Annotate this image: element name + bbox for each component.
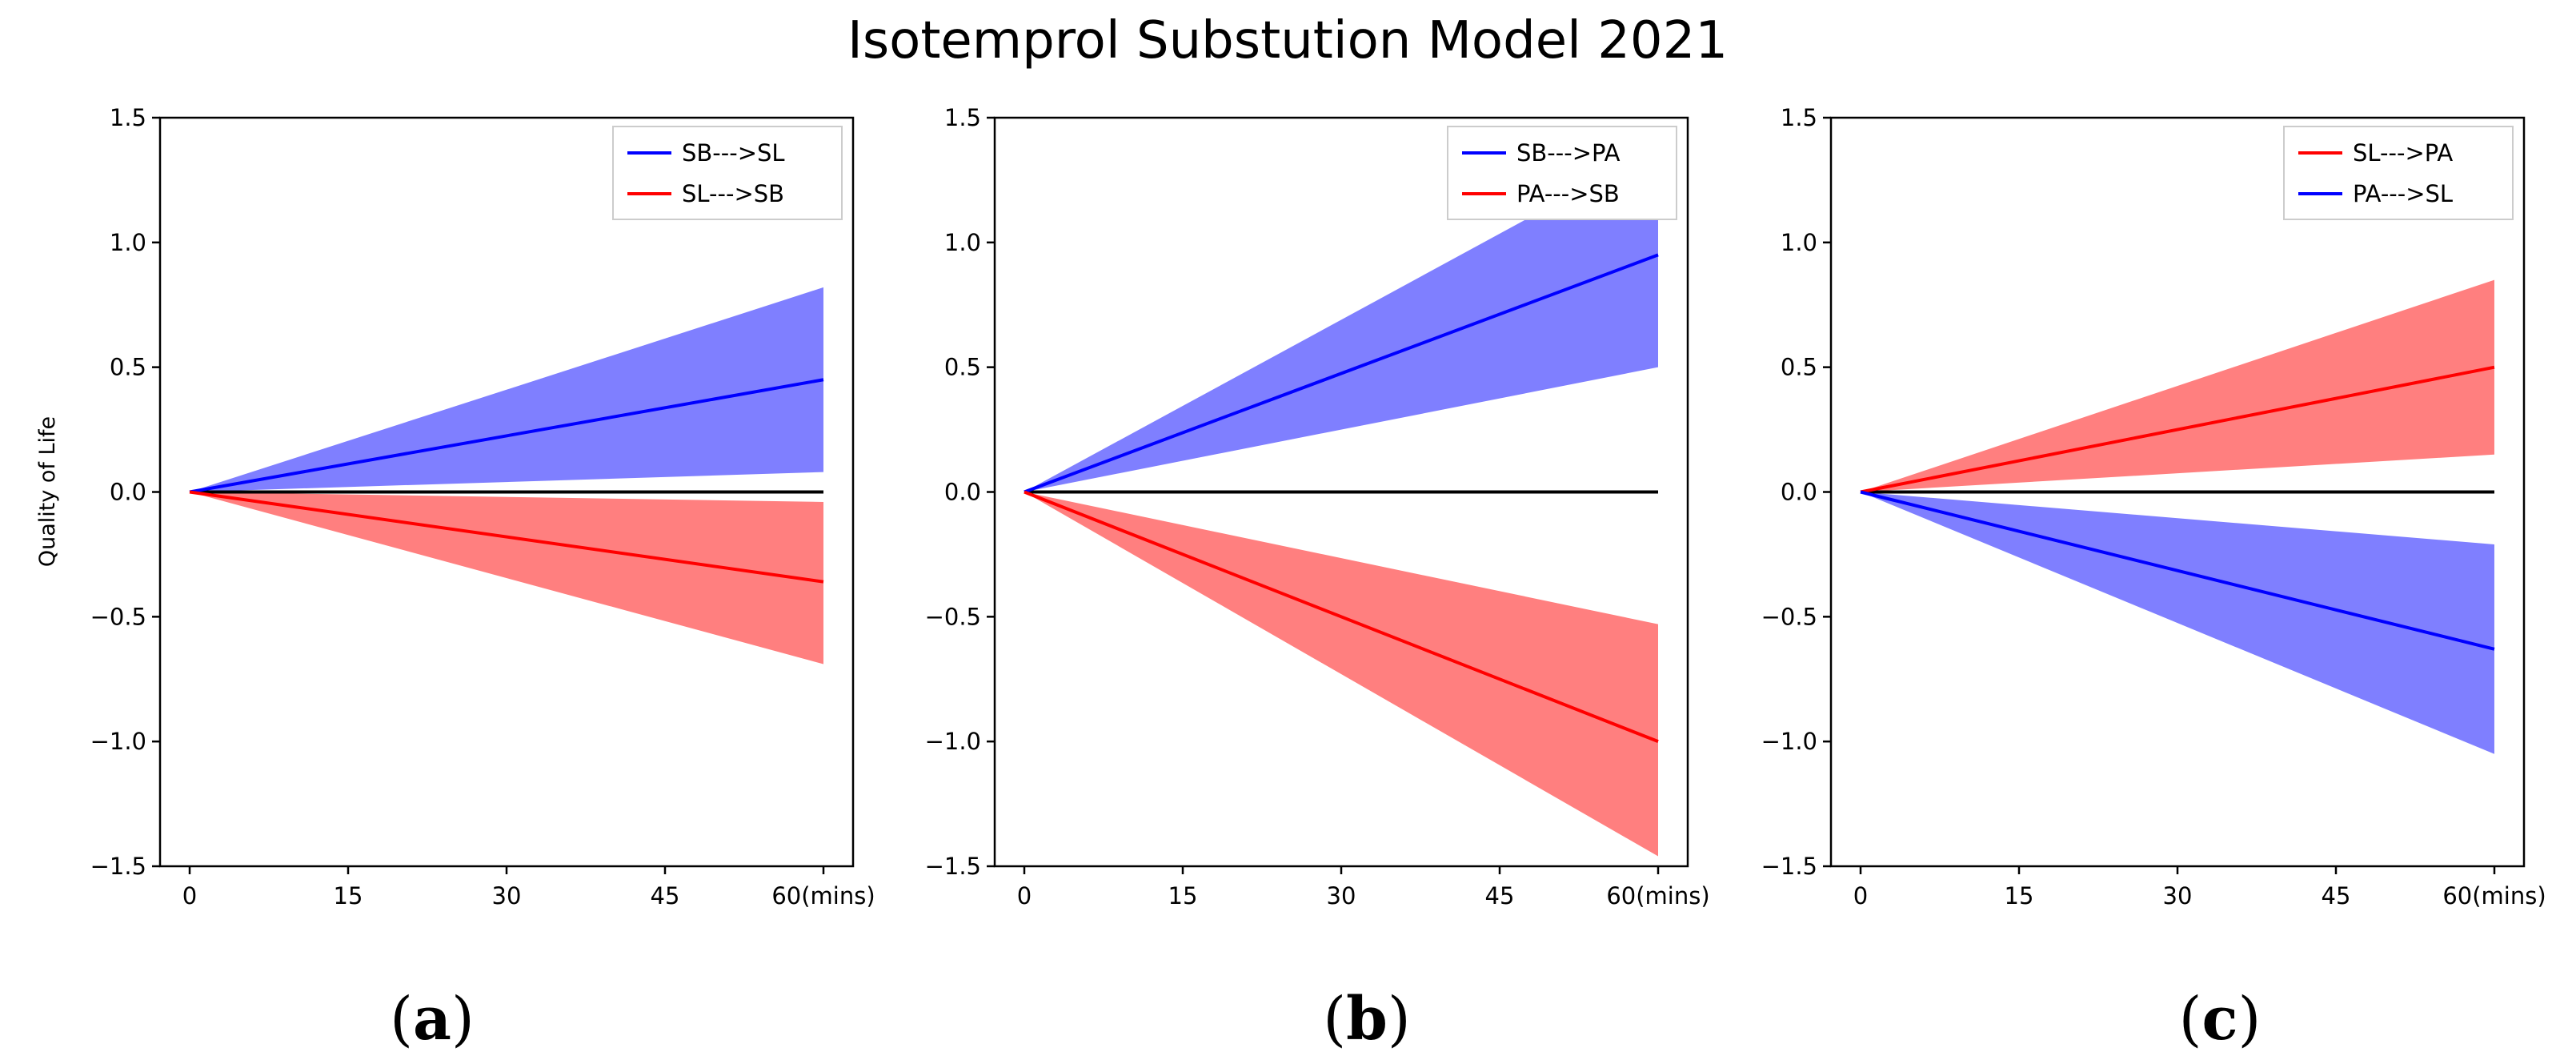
legend-label-a-2: SL--->SB xyxy=(682,180,784,207)
panel-c: 0 15 30 45 60(mins)−1.5−1.0−0.50.00.51.01.5 … xyxy=(1761,104,2546,1054)
y-axis-label-a: Quality of Life xyxy=(35,416,60,567)
legend-label-a-1: SB--->SL xyxy=(682,139,785,167)
y-tick-label-c: 0.5 xyxy=(1781,354,1817,381)
y-tick-label-c: 1.0 xyxy=(1781,229,1817,256)
legend-a: SB--->SL SL--->SB xyxy=(612,126,843,220)
x-tick-label-b: 0 xyxy=(1017,882,1032,909)
confidence-band-c-2 xyxy=(1861,492,2494,754)
y-tick-label-c: 1.5 xyxy=(1781,104,1817,131)
y-tick-label-c: −0.5 xyxy=(1761,603,1817,630)
y-tick-label-c: −1.5 xyxy=(1761,853,1817,880)
confidence-band-a-2 xyxy=(190,492,823,665)
y-tick-label-b: 1.5 xyxy=(944,104,981,131)
x-tick-label-a: 60(mins) xyxy=(771,882,875,909)
legend-label-c-2: PA--->SL xyxy=(2353,180,2453,207)
series-line-c-2 xyxy=(1860,490,2495,651)
confidence-band-b-1 xyxy=(1024,147,1658,492)
y-tick-label-b: −1.0 xyxy=(925,728,981,755)
y-tick-label-a: 1.0 xyxy=(110,229,146,256)
y-tick-label-b: 1.0 xyxy=(944,229,981,256)
y-tick-label-b: −0.5 xyxy=(925,603,981,630)
legend-b: SB--->PA PA--->SB xyxy=(1447,126,1677,220)
y-tick-label-a: 0.0 xyxy=(110,479,146,506)
confidence-band-b-2 xyxy=(1024,492,1658,857)
legend-box-b xyxy=(1447,126,1677,220)
panel-b: 0 15 30 45 60(mins)−1.5−1.0−0.50.00.51.01.5 … xyxy=(925,104,1710,1054)
panel-caption-b: (b) xyxy=(1323,985,1411,1054)
x-tick-label-a: 30 xyxy=(492,882,522,909)
figure-title: Isotemprol Substution Model 2021 xyxy=(847,11,1728,70)
panel-caption-a: (a) xyxy=(390,985,475,1054)
x-tick-label-c: 45 xyxy=(2322,882,2351,909)
x-tick-label-b: 45 xyxy=(1485,882,1515,909)
series-line-c-1 xyxy=(1860,365,2495,494)
x-tick-label-b: 60(mins) xyxy=(1606,882,1709,909)
legend-label-b-2: PA--->SB xyxy=(1516,180,1620,207)
series-line-b-1 xyxy=(1024,253,1659,494)
y-tick-label-b: 0.0 xyxy=(944,479,981,506)
y-tick-label-a: −1.5 xyxy=(90,853,146,880)
x-tick-label-c: 60(mins) xyxy=(2442,882,2546,909)
y-tick-label-a: −1.0 xyxy=(90,728,146,755)
y-tick-label-a: −0.5 xyxy=(90,603,146,630)
confidence-band-a-1 xyxy=(190,287,823,492)
series-line-a-2 xyxy=(189,490,824,584)
y-tick-label-a: 0.5 xyxy=(110,354,146,381)
series-line-b-2 xyxy=(1024,490,1659,744)
legend-label-c-1: SL--->PA xyxy=(2353,139,2453,167)
panel-caption-c: (c) xyxy=(2179,985,2262,1054)
confidence-band-c-1 xyxy=(1861,279,2494,492)
y-tick-label-b: 0.5 xyxy=(944,354,981,381)
y-tick-label-b: −1.5 xyxy=(925,853,981,880)
series-line-a-1 xyxy=(189,378,824,494)
legend-c: SL--->PA PA--->SL xyxy=(2283,126,2514,220)
y-tick-label-c: 0.0 xyxy=(1781,479,1817,506)
x-tick-label-c: 0 xyxy=(1853,882,1868,909)
legend-label-b-1: SB--->PA xyxy=(1516,139,1621,167)
panel-a: 0 15 30 45 60(mins)−1.5−1.0−0.50.00.51.01.5 … xyxy=(35,104,875,1054)
y-tick-label-c: −1.0 xyxy=(1761,728,1817,755)
x-tick-label-a: 0 xyxy=(182,882,197,909)
x-tick-label-c: 30 xyxy=(2163,882,2193,909)
x-tick-label-b: 15 xyxy=(1168,882,1198,909)
y-tick-label-a: 1.5 xyxy=(110,104,146,131)
x-tick-label-a: 15 xyxy=(334,882,363,909)
legend-box-c xyxy=(2283,126,2514,220)
x-tick-label-b: 30 xyxy=(1327,882,1356,909)
legend-box-a xyxy=(612,126,843,220)
x-tick-label-c: 15 xyxy=(2005,882,2034,909)
x-tick-label-a: 45 xyxy=(651,882,680,909)
